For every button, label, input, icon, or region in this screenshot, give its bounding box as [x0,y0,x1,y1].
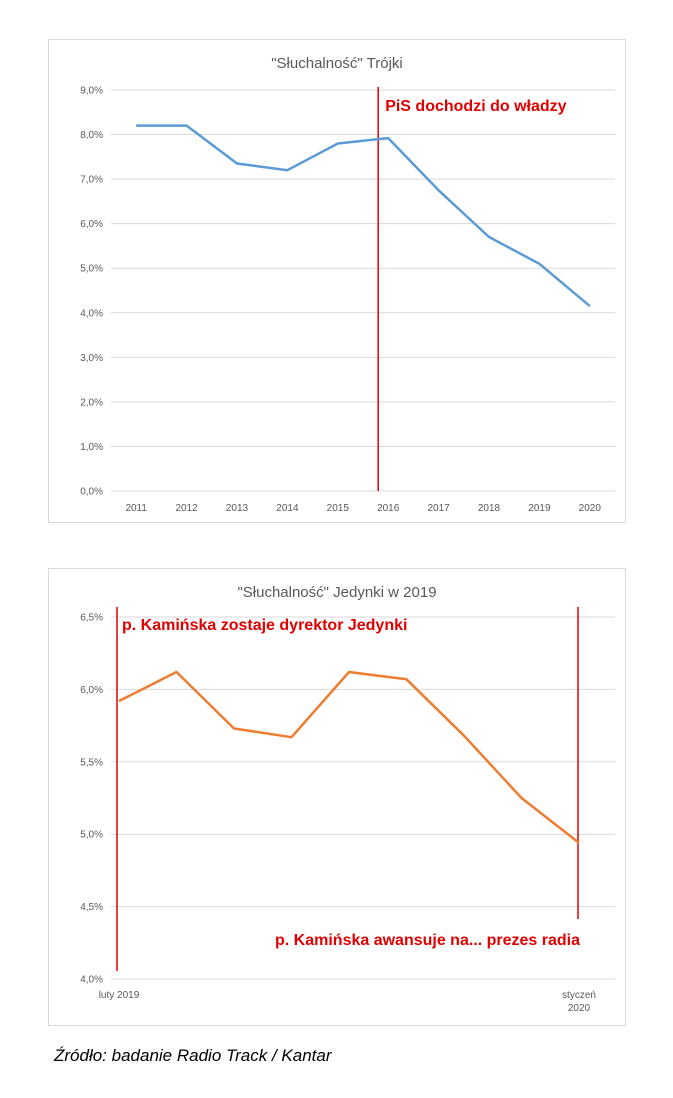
x-tick-label: luty 2019 [99,990,140,1001]
y-tick-label: 4,0% [80,975,103,986]
y-tick-label: 5,0% [80,830,103,841]
source-caption: Źródło: badanie Radio Track / Kantar [54,1046,332,1065]
annotation-label: p. Kamińska awansuje na... prezes radia [275,932,580,949]
x-tick-label: 2015 [327,503,350,514]
y-tick-label: 5,5% [80,757,103,768]
y-tick-label: 6,0% [80,685,103,696]
x-tick-label: 2013 [226,503,249,514]
y-tick-label: 2,0% [80,397,103,408]
x-tick-label: 2018 [478,503,501,514]
y-tick-label: 6,5% [80,613,103,624]
chart-jedynki: "Słuchalność" Jedynki w 2019 4,0% 4,5% 5,0… [48,568,626,1026]
annotation-label: p. Kamińska zostaje dyrektor Jedynki [122,617,407,634]
chart-trojki: "Słuchalność" Trójki 0,0% 1,0% 2,0% 3,0% 4,0… [48,39,626,523]
y-tick-label: 1,0% [80,442,103,453]
y-tick-label: 6,0% [80,219,103,230]
x-tick-label: styczeń 2020 [562,990,596,1014]
chart-trojki-svg: "Słuchalność" Trójki 0,0% 1,0% 2,0% 3,0% 4,0… [80,55,615,514]
y-tick-label: 4,5% [80,902,103,913]
x-tick-label: 2011 [125,503,147,514]
x-tick-label: 2016 [377,503,400,514]
chart-jedynki-svg: "Słuchalność" Jedynki w 2019 4,0% 4,5% 5,0… [80,584,615,1014]
x-tick-label: 2019 [528,503,551,514]
y-tick-label: 9,0% [80,86,103,97]
y-tick-label: 8,0% [80,130,103,141]
y-tick-label: 5,0% [80,264,103,275]
y-tick-label: 0,0% [80,487,103,498]
x-tick-label: 2017 [427,503,450,514]
annotation-label: PiS dochodzi do władzy [385,98,566,115]
x-tick-label: 2014 [276,503,299,514]
chart-title: "Słuchalność" Trójki [271,55,403,72]
y-tick-label: 7,0% [80,175,103,186]
x-tick-label: 2020 [579,503,602,514]
y-tick-label: 3,0% [80,353,103,364]
chart-title: "Słuchalność" Jedynki w 2019 [237,584,436,601]
series-line [118,670,580,844]
series-line [136,124,591,308]
x-tick-label: 2012 [175,503,198,514]
y-tick-label: 4,0% [80,308,103,319]
